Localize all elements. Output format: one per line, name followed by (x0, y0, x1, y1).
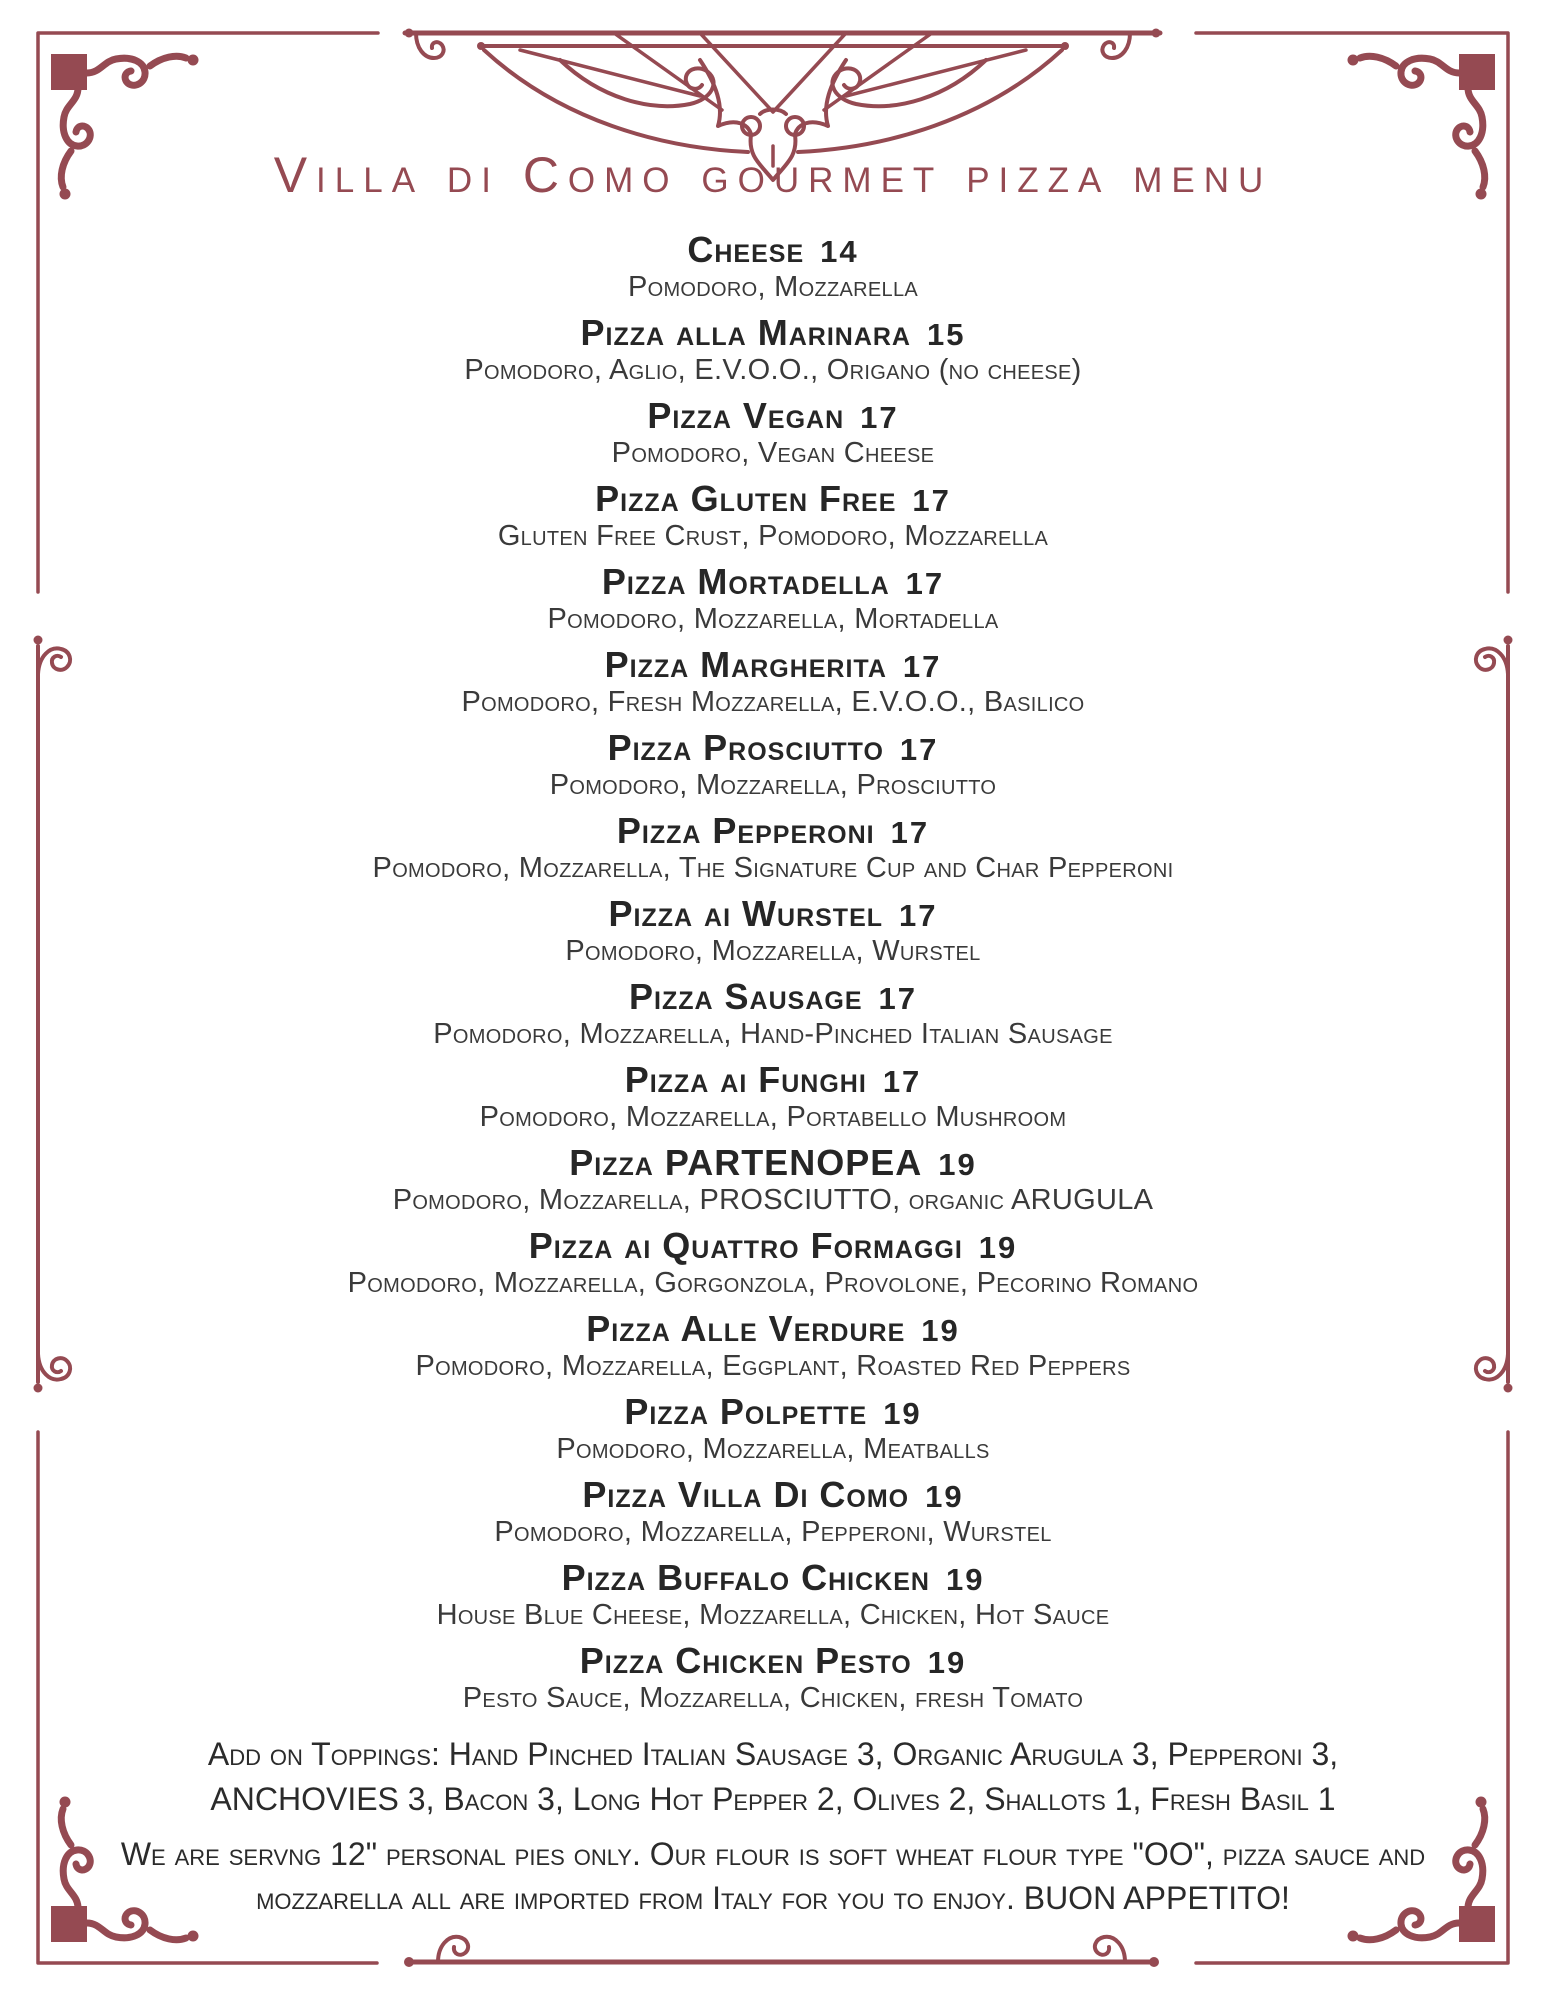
menu-item: Pizza ai Funghi 17 Pomodoro, Mozzarella, … (63, 1060, 1483, 1133)
item-name: Cheese (687, 229, 805, 270)
addon-toppings-text: Add on Toppings: Hand Pinched Italian Sa… (207, 1736, 1339, 1817)
menu-item: Pizza Vegan 17 Pomodoro, Vegan Cheese (63, 396, 1483, 469)
item-title: Cheese 14 (63, 230, 1483, 272)
item-price: 17 (890, 815, 930, 850)
serving-note-text: We are servng 12" personal pies only. Ou… (120, 1836, 1426, 1916)
item-title: Pizza Chicken Pesto 19 (63, 1641, 1483, 1683)
item-name: Pizza Prosciutto (607, 727, 884, 768)
page-title: Villa di Como gourmet pizza menu (273, 147, 1273, 203)
item-title: Pizza Vegan 17 (63, 396, 1483, 438)
menu-item: Pizza Sausage 17 Pomodoro, Mozzarella, Ha… (63, 977, 1483, 1050)
item-price: 14 (820, 234, 859, 269)
item-description: Gluten Free Crust, Pomodoro, Mozzarella (497, 520, 1049, 552)
item-price: 19 (925, 1479, 964, 1514)
item-title: Pizza Prosciutto 17 (63, 728, 1483, 770)
item-description: House Blue Cheese, Mozzarella, Chicken, … (436, 1599, 1110, 1631)
item-title: Pizza PARTENOPEA 19 (63, 1143, 1483, 1185)
item-name: Pizza Polpette (624, 1391, 868, 1432)
item-price: 17 (882, 1064, 922, 1099)
item-name: Pizza ai Wurstel (608, 893, 884, 934)
menu-item: Pizza Buffalo Chicken 19 House Blue Chees… (63, 1558, 1483, 1631)
item-price: 19 (883, 1396, 922, 1431)
item-price: 19 (938, 1147, 977, 1182)
menu-item: Pizza Gluten Free 17 Gluten Free Crust, P… (63, 479, 1483, 552)
item-description: Pomodoro, Mozzarella, Mortadella (547, 603, 999, 635)
item-title: Pizza Alle Verdure 19 (63, 1309, 1483, 1351)
item-name: Pizza Buffalo Chicken (561, 1557, 930, 1598)
item-name: Pizza Chicken Pesto (579, 1640, 912, 1681)
item-name: Pizza Sausage (628, 976, 863, 1017)
item-price: 15 (926, 317, 966, 352)
item-description: Pomodoro, Mozzarella, PROSCIUTTO, organi… (392, 1184, 1154, 1216)
item-name: Pizza alla Marinara (580, 312, 911, 353)
menu-item: Pizza ai Wurstel 17 Pomodoro, Mozzarella,… (63, 894, 1483, 967)
item-price: 17 (912, 483, 951, 518)
item-name: Pizza Alle Verdure (586, 1308, 906, 1349)
item-description: Pomodoro, Mozzarella (627, 271, 919, 303)
menu-item: Pizza ai Quattro Formaggi 19 Pomodoro, Mo… (63, 1226, 1483, 1299)
item-price: 19 (927, 1645, 967, 1680)
item-name: Pizza Mortadella (601, 561, 890, 602)
item-description: Pomodoro, Aglio, E.V.O.O., Origano (no c… (464, 354, 1082, 386)
item-name: Pizza Gluten Free (595, 478, 897, 519)
item-title: Pizza Buffalo Chicken 19 (63, 1558, 1483, 1600)
item-name: Pizza Vegan (647, 395, 845, 436)
menu-item: Pizza Mortadella 17 Pomodoro, Mozzarella,… (63, 562, 1483, 635)
item-description: Pomodoro, Fresh Mozzarella, E.V.O.O., Ba… (461, 686, 1085, 718)
bottom-center-rule-icon (404, 1934, 1159, 1967)
item-name: Pizza PARTENOPEA (569, 1142, 923, 1183)
menu-item: Pizza Polpette 19 Pomodoro, Mozzarella, M… (63, 1392, 1483, 1465)
menu-item: Cheese 14 Pomodoro, Mozzarella (63, 230, 1483, 303)
item-description: Pomodoro, Mozzarella, Gorgonzola, Provol… (347, 1267, 1199, 1299)
item-price: 19 (945, 1562, 985, 1597)
menu-item: Pizza PARTENOPEA 19 Pomodoro, Mozzarella,… (63, 1143, 1483, 1216)
item-title: Pizza Polpette 19 (63, 1392, 1483, 1434)
item-description: Pomodoro, Mozzarella, Wurstel (565, 935, 981, 967)
item-price: 17 (878, 981, 917, 1016)
menu-item: Pizza Prosciutto 17 Pomodoro, Mozzarella,… (63, 728, 1483, 801)
menu-item: Pizza Pepperoni 17 Pomodoro, Mozzarella, … (63, 811, 1483, 884)
item-price: 17 (899, 732, 939, 767)
item-description: Pomodoro, Mozzarella, Hand-Pinched Itali… (433, 1018, 1113, 1050)
item-title: Pizza ai Quattro Formaggi 19 (63, 1226, 1483, 1268)
item-description: Pomodoro, Mozzarella, Pepperoni, Wurstel (494, 1516, 1052, 1548)
menu-item: Pizza Villa Di Como 19 Pomodoro, Mozzarel… (63, 1475, 1483, 1548)
item-name: Pizza Villa Di Como (582, 1474, 910, 1515)
item-price: 19 (978, 1230, 1018, 1265)
item-price: 17 (902, 649, 942, 684)
item-title: Pizza alla Marinara 15 (63, 313, 1483, 355)
item-title: Pizza ai Funghi 17 (63, 1060, 1483, 1102)
item-price: 17 (899, 898, 938, 933)
item-description: Pomodoro, Mozzarella, The Signature Cup … (372, 852, 1174, 884)
menu-item: Pizza Margherita 17 Pomodoro, Fresh Mozza… (63, 645, 1483, 718)
item-price: 19 (921, 1313, 960, 1348)
item-title: Pizza Mortadella 17 (63, 562, 1483, 604)
menu-item: Pizza Chicken Pesto 19 Pesto Sauce, Mozza… (63, 1641, 1483, 1714)
item-price: 17 (860, 400, 899, 435)
item-title: Pizza Sausage 17 (63, 977, 1483, 1019)
menu-list: Cheese 14 Pomodoro, Mozzarella Pizza alla… (63, 230, 1483, 1920)
item-title: Pizza Margherita 17 (63, 645, 1483, 687)
item-name: Pizza Pepperoni (616, 810, 875, 851)
item-title: Pizza Villa Di Como 19 (63, 1475, 1483, 1517)
item-price: 17 (905, 566, 945, 601)
item-description: Pesto Sauce, Mozzarella, Chicken, fresh … (462, 1682, 1084, 1714)
item-title: Pizza Gluten Free 17 (63, 479, 1483, 521)
item-title: Pizza ai Wurstel 17 (63, 894, 1483, 936)
menu-item: Pizza Alle Verdure 19 Pomodoro, Mozzarell… (63, 1309, 1483, 1382)
item-title: Pizza Pepperoni 17 (63, 811, 1483, 853)
item-description: Pomodoro, Mozzarella, Eggplant, Roasted … (415, 1350, 1131, 1382)
item-description: Pomodoro, Mozzarella, Portabello Mushroo… (479, 1101, 1067, 1133)
item-description: Pomodoro, Mozzarella, Prosciutto (549, 769, 997, 801)
item-description: Pomodoro, Mozzarella, Meatballs (556, 1433, 990, 1465)
item-name: Pizza Margherita (604, 644, 887, 685)
item-description: Pomodoro, Vegan Cheese (611, 437, 935, 469)
item-name: Pizza ai Quattro Formaggi (528, 1225, 963, 1266)
item-name: Pizza ai Funghi (624, 1059, 867, 1100)
menu-item: Pizza alla Marinara 15 Pomodoro, Aglio, E… (63, 313, 1483, 386)
